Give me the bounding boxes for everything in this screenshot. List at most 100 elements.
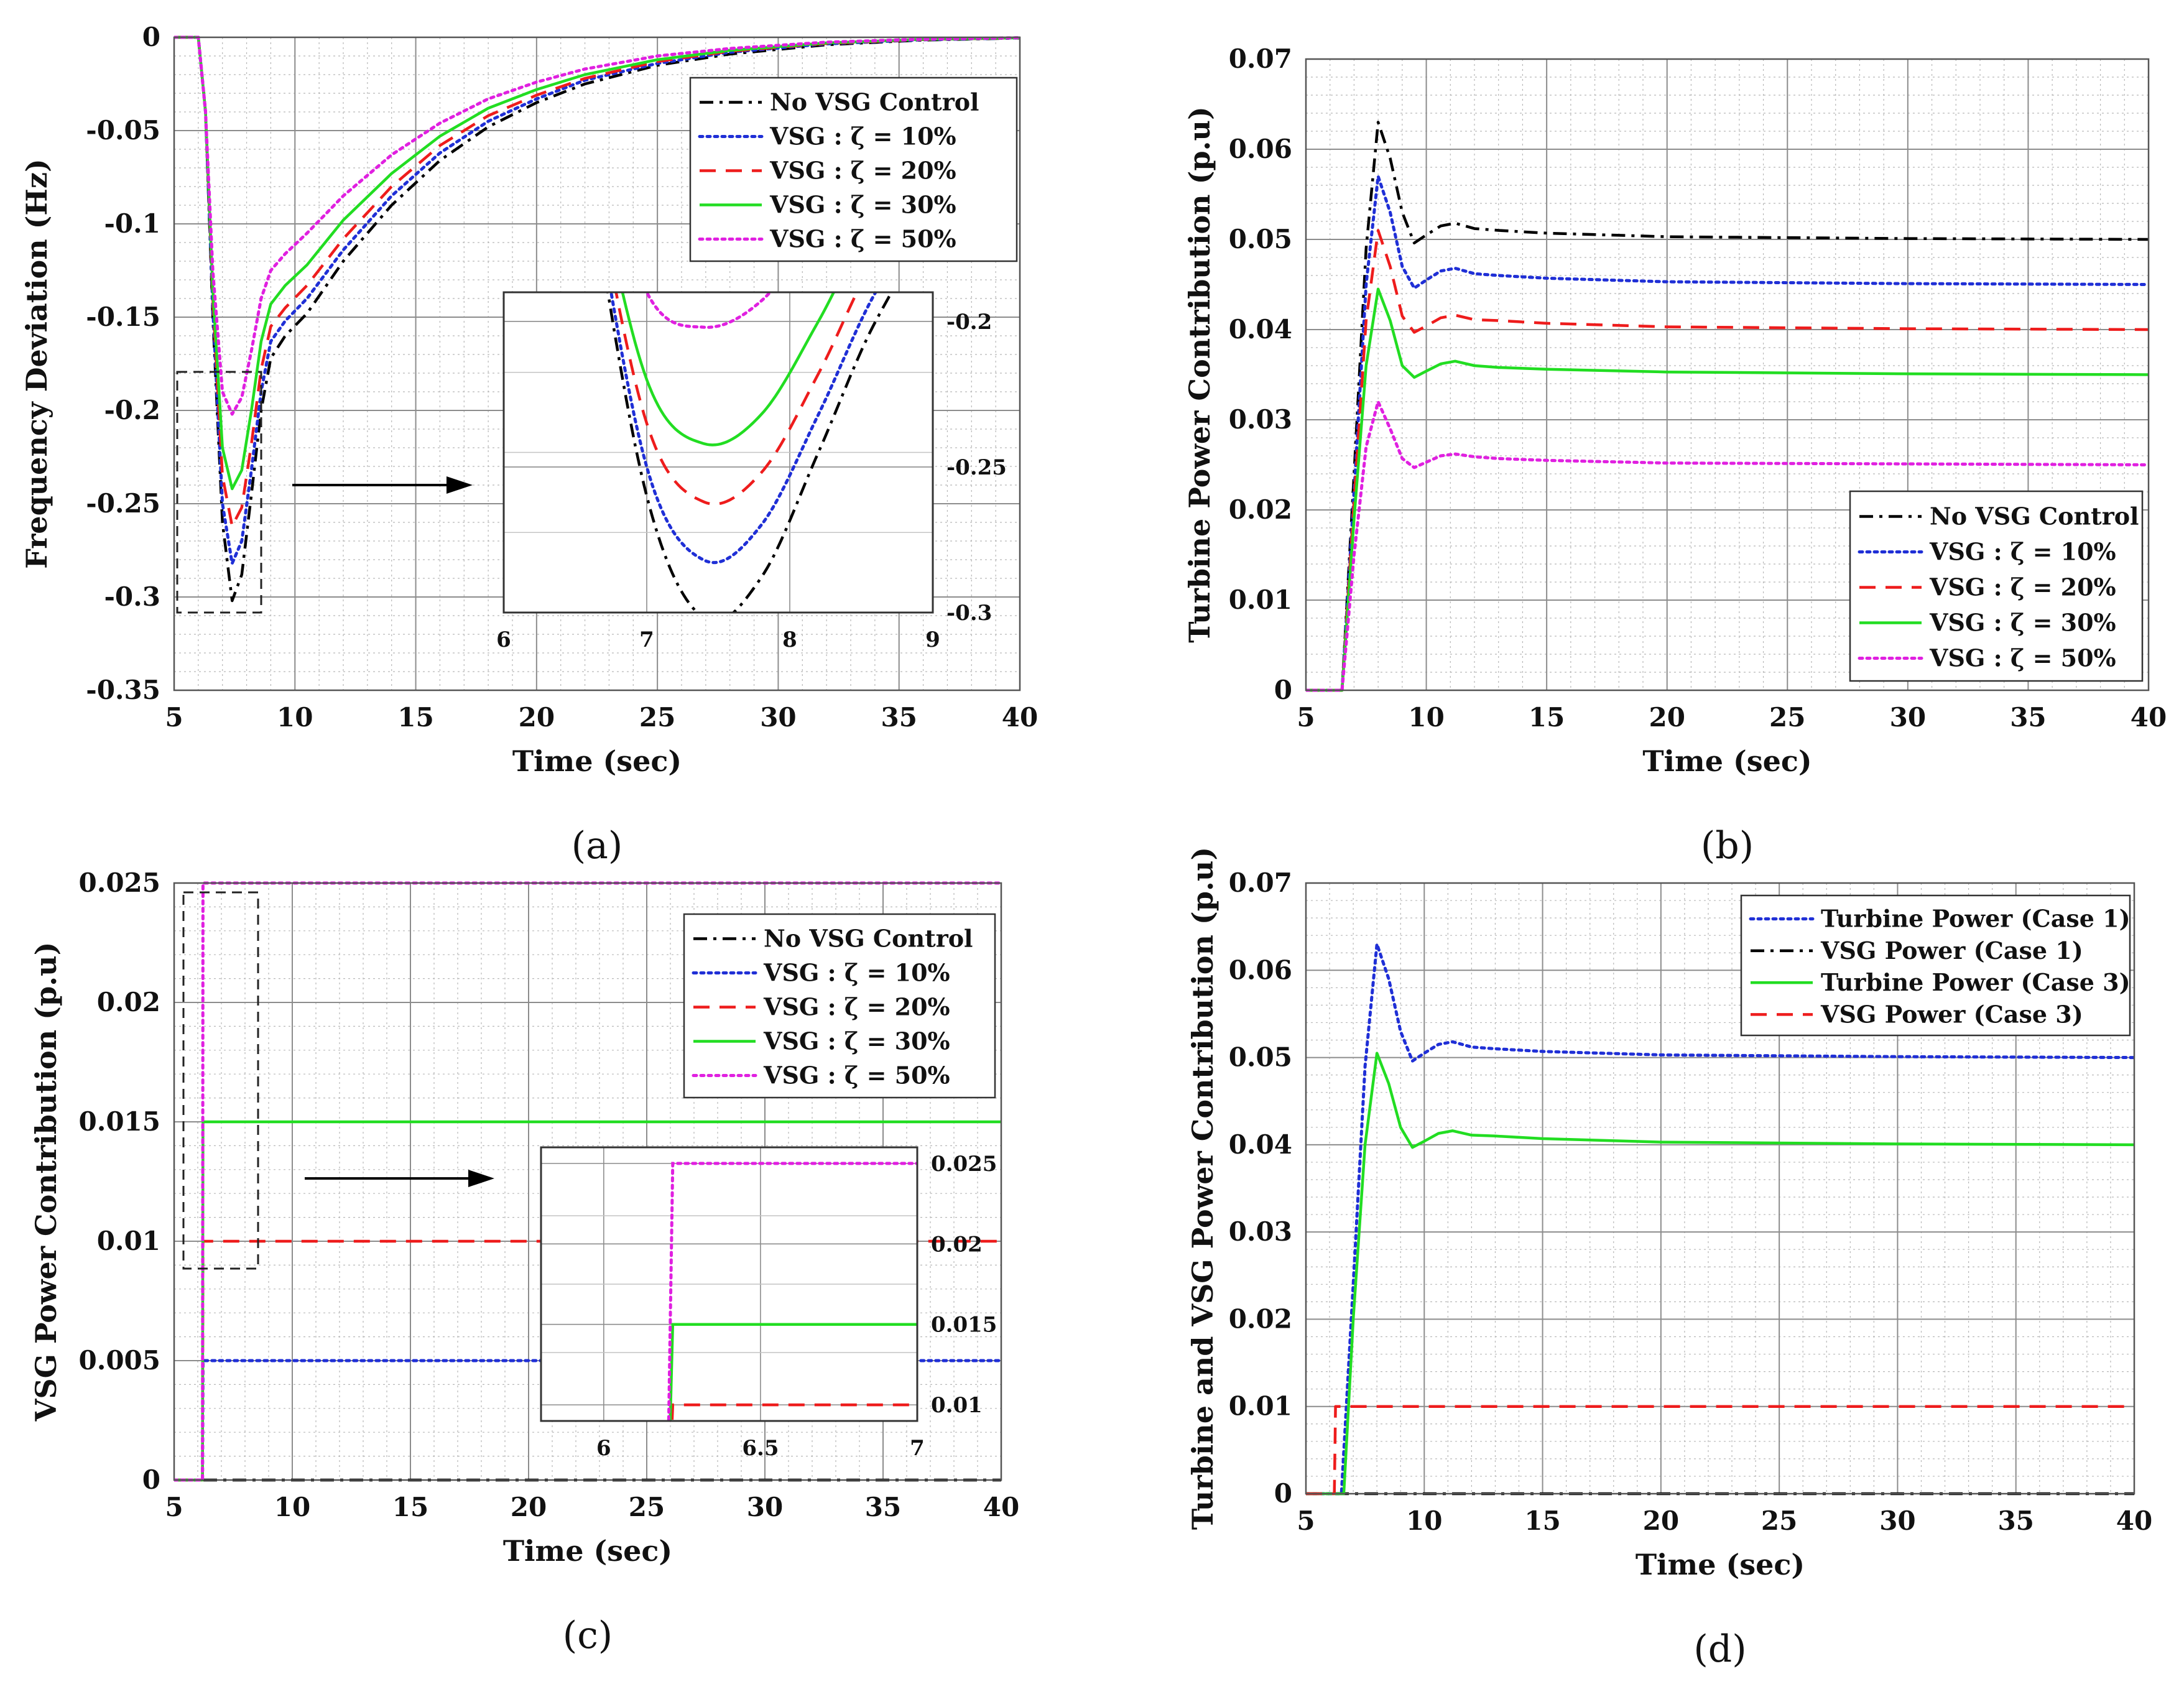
inset-series-line-3	[621, 292, 836, 446]
x-tick-label: 5	[165, 702, 183, 733]
inset-series-line-2	[614, 292, 859, 506]
y-tick-label: 0	[142, 22, 160, 52]
y-tick-label: -0.1	[104, 208, 160, 239]
legend-label: VSG : ζ = 10%	[769, 123, 956, 150]
legend-label: VSG : ζ = 20%	[769, 157, 956, 185]
chart-panel-b: 5 10 15 20 25 30 35 40 0 0.01 0.02 0.03 0.04 0.05 0.06…	[1183, 44, 2167, 867]
inset-x-tick-label: 7	[639, 627, 654, 652]
y-tick-label: -0.05	[86, 115, 160, 146]
inset-series-group	[667, 1162, 917, 1421]
legend-label: No VSG Control	[1930, 502, 2139, 530]
x-tick-label: 35	[881, 702, 917, 733]
panel-caption: (d)	[1693, 1627, 1746, 1671]
y-tick-label: 0.025	[78, 867, 160, 898]
y-tick-label: 0.07	[1229, 867, 1292, 898]
chart-panel-c: 5 10 15 20 25 30 35 40 0 0.005 0.01 0.015 0.02 0.025 T…	[29, 867, 1019, 1657]
y-tick-label: 0.01	[1229, 1391, 1292, 1422]
panel-caption: (a)	[571, 824, 623, 867]
legend: No VSG Control VSG : ζ = 10% VSG : ζ = 20%…	[683, 913, 996, 1099]
x-tick-label: 20	[519, 702, 555, 733]
y-axis-label: Turbine Power Contribution (p.u)	[1183, 106, 1216, 643]
inset-y-tick-label: 0.01	[931, 1393, 983, 1418]
y-tick-label: -0.15	[86, 302, 160, 332]
panel-caption: (c)	[563, 1614, 613, 1657]
legend-label: VSG : ζ = 10%	[1929, 538, 2116, 566]
y-tick-label: -0.2	[104, 395, 160, 425]
x-tick-label: 35	[1997, 1506, 2034, 1536]
x-tick-label: 10	[1406, 1506, 1442, 1536]
legend-label: VSG : ζ = 30%	[769, 191, 956, 219]
series-group	[1306, 121, 2149, 692]
inset-y-tick-label: -0.25	[946, 455, 1007, 480]
y-tick-label: 0.06	[1229, 955, 1292, 985]
y-tick-label: 0.02	[97, 987, 160, 1017]
x-tick-label: 30	[760, 702, 796, 733]
legend-box	[683, 913, 996, 1099]
inset-y-tick-label: -0.3	[946, 601, 992, 626]
x-tick-label: 30	[1879, 1506, 1915, 1536]
x-axis-label: Time (sec)	[512, 744, 682, 778]
x-tick-label: 10	[277, 702, 313, 733]
series-line-1	[1306, 175, 2149, 692]
chart-panel-a: 5 10 15 20 25 30 35 40 -0.35 -0.3 -0.25 -0.2 -0.15 -0…	[20, 22, 1038, 867]
x-tick-label: 10	[274, 1492, 310, 1522]
legend-label: Turbine Power (Case 3)	[1821, 968, 2131, 996]
inset-x-tick-label: 6	[596, 1436, 611, 1461]
x-axis-label: Time (sec)	[1636, 1548, 1805, 1581]
zoom-arrow-head	[447, 476, 473, 494]
y-axis-label: VSG Power Contribution (p.u)	[29, 942, 63, 1422]
x-tick-label: 15	[1524, 1506, 1560, 1536]
legend-label: VSG : ζ = 30%	[763, 1027, 950, 1055]
plot-frame	[173, 36, 1021, 692]
plot-frame	[173, 882, 1002, 1481]
inset-x-tick-label: 9	[925, 627, 940, 652]
y-tick-label: 0.005	[78, 1345, 160, 1376]
x-tick-label: 35	[865, 1492, 901, 1522]
legend-label: Turbine Power (Case 1)	[1821, 905, 2131, 933]
inset-series-line-0	[606, 292, 894, 613]
x-axis-label: Time (sec)	[503, 1534, 672, 1568]
series-line-3	[174, 35, 1020, 491]
x-tick-label: 20	[1649, 702, 1685, 733]
legend-label: VSG Power (Case 1)	[1820, 937, 2083, 965]
x-axis-label: Time (sec)	[1642, 744, 1812, 778]
x-tick-label: 40	[2116, 1506, 2152, 1536]
legend-label: No VSG Control	[764, 925, 973, 953]
legend-label: VSG : ζ = 50%	[763, 1062, 950, 1090]
y-tick-label: 0.01	[97, 1226, 160, 1256]
y-tick-label: 0	[142, 1464, 160, 1495]
y-tick-label: 0.02	[1229, 1303, 1292, 1334]
inset-series-group	[606, 292, 894, 613]
x-tick-label: 20	[1643, 1506, 1679, 1536]
y-tick-label: 0.05	[1229, 224, 1292, 254]
plot-frame	[1305, 882, 2135, 1495]
legend: No VSG Control VSG : ζ = 10% VSG : ζ = 20%…	[689, 76, 1018, 262]
y-axis-label: Frequency Deviation (Hz)	[20, 159, 53, 569]
inset-x-tick-label: 7	[910, 1436, 925, 1461]
legend-label: VSG : ζ = 20%	[763, 993, 950, 1021]
legend-label: VSG Power (Case 3)	[1820, 1000, 2083, 1028]
series-line-0	[1306, 121, 2149, 692]
x-tick-label: 40	[2131, 702, 2167, 733]
x-tick-label: 20	[511, 1492, 547, 1522]
x-tick-label: 25	[629, 1492, 665, 1522]
y-tick-label: 0.06	[1229, 134, 1292, 164]
x-tick-label: 10	[1408, 702, 1444, 733]
series-line-4	[174, 35, 1020, 416]
y-tick-label: 0.03	[1229, 404, 1292, 435]
x-tick-label: 5	[1297, 702, 1315, 733]
x-tick-label: 40	[983, 1492, 1019, 1522]
legend-label: VSG : ζ = 50%	[1929, 644, 2116, 672]
minor-grid	[1306, 59, 2149, 690]
series-group	[174, 35, 1020, 603]
x-tick-label: 35	[2010, 702, 2046, 733]
y-tick-label: 0	[1274, 675, 1292, 705]
x-tick-label: 25	[639, 702, 675, 733]
inset-frame	[502, 291, 934, 614]
y-tick-label: 0.04	[1229, 314, 1292, 345]
plot-frame	[1305, 58, 2150, 692]
series-line-4	[1306, 400, 2149, 692]
inset-x-tick-label: 6.5	[742, 1436, 779, 1461]
legend-label: VSG : ζ = 10%	[763, 959, 950, 987]
